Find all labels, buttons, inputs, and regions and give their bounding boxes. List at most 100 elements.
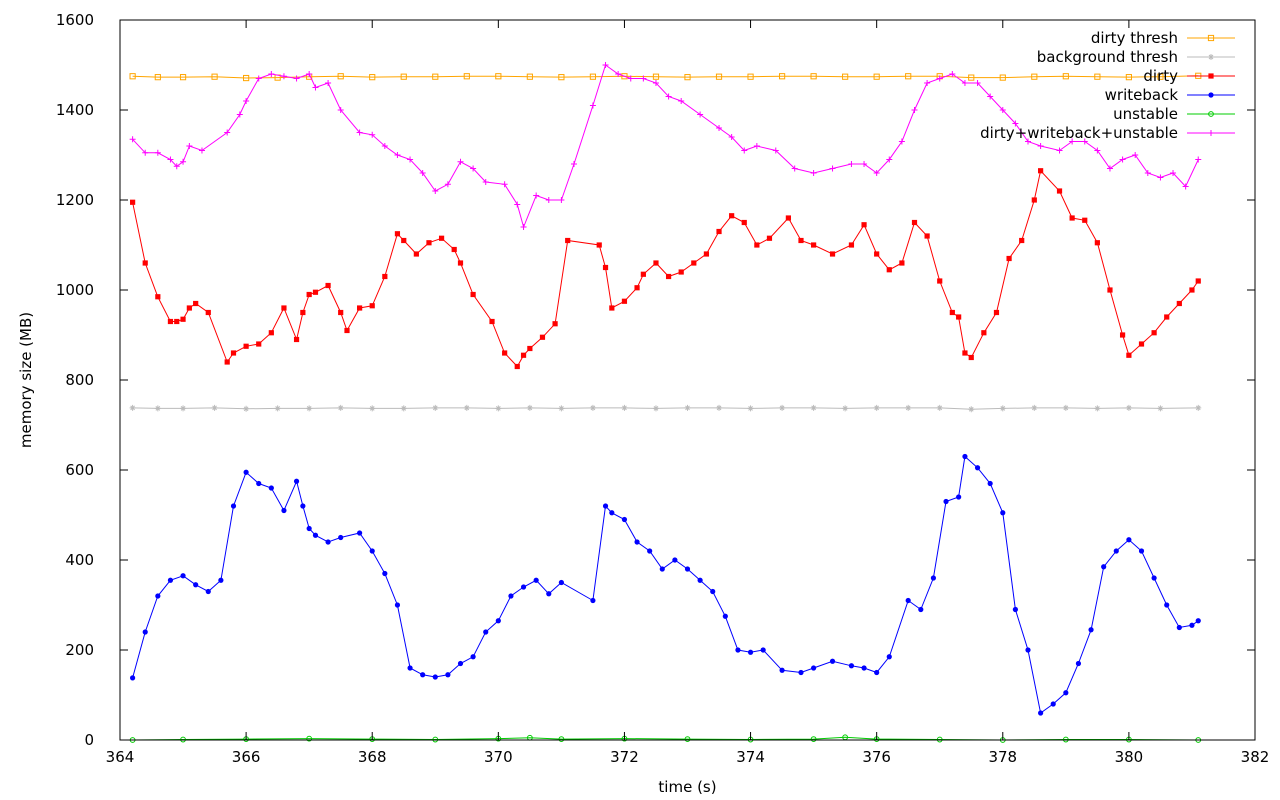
data-point	[1125, 74, 1132, 81]
data-point	[1101, 564, 1107, 570]
data-point	[1208, 73, 1214, 79]
data-point	[1050, 701, 1056, 707]
data-point	[1207, 34, 1215, 42]
data-point	[344, 327, 350, 334]
data-point	[558, 74, 565, 81]
data-point	[602, 264, 609, 271]
data-point	[1012, 606, 1018, 613]
y-axis-label: memory size (MB)	[17, 312, 35, 448]
data-point	[961, 80, 968, 86]
series-writeback	[130, 453, 1201, 716]
data-point	[230, 503, 237, 509]
x-tick-label: 368	[358, 748, 387, 766]
data-point	[256, 341, 262, 347]
data-point	[255, 75, 262, 82]
series-line	[132, 455, 1199, 714]
data-point	[205, 588, 211, 595]
data-point	[211, 404, 218, 411]
data-point	[596, 242, 602, 248]
data-point	[1176, 300, 1182, 307]
data-point	[539, 334, 546, 340]
data-point	[1081, 138, 1088, 145]
data-point	[1144, 170, 1151, 176]
data-point	[470, 291, 476, 298]
data-point	[1031, 73, 1038, 80]
data-point	[198, 147, 205, 154]
data-point	[281, 507, 287, 514]
y-tick-label: 600	[65, 461, 94, 479]
data-point	[741, 219, 747, 226]
data-point	[691, 260, 697, 266]
data-point	[1182, 183, 1189, 190]
legend-item: unstable	[1113, 105, 1235, 123]
data-point	[281, 305, 287, 311]
data-point	[798, 237, 804, 244]
data-point	[300, 309, 306, 316]
data-point	[338, 309, 344, 316]
data-point	[627, 75, 634, 82]
data-point	[401, 237, 407, 244]
data-point	[810, 170, 817, 176]
data-point	[886, 654, 892, 660]
data-point	[974, 80, 981, 86]
data-point	[1094, 240, 1100, 246]
data-point	[325, 539, 331, 545]
data-point	[778, 73, 786, 80]
data-point	[1062, 404, 1069, 411]
data-point	[873, 73, 880, 80]
data-point	[1069, 215, 1075, 221]
data-point	[558, 736, 565, 742]
data-point	[1063, 690, 1069, 696]
data-point	[218, 577, 224, 583]
data-point	[710, 588, 716, 595]
data-point	[325, 80, 332, 86]
data-point	[652, 73, 660, 80]
data-point	[621, 516, 628, 523]
data-point	[224, 359, 230, 365]
data-point	[962, 350, 968, 356]
data-point	[993, 309, 1000, 316]
data-point	[155, 593, 161, 599]
data-point	[495, 618, 501, 624]
series-line	[132, 407, 1199, 410]
data-point	[293, 336, 300, 343]
data-point	[463, 73, 470, 80]
x-tick-label: 364	[106, 748, 135, 766]
data-point	[1025, 138, 1031, 145]
y-tick-label: 200	[65, 641, 94, 659]
data-point	[268, 71, 275, 77]
data-point	[369, 303, 375, 309]
data-point	[760, 647, 766, 653]
data-point	[1082, 217, 1088, 223]
data-point	[589, 102, 596, 109]
data-point	[728, 134, 735, 140]
data-point	[898, 138, 905, 145]
data-point	[1056, 147, 1063, 154]
data-point	[533, 192, 540, 199]
data-point	[918, 606, 924, 613]
data-point	[962, 453, 968, 460]
data-point	[621, 73, 628, 80]
data-point	[785, 215, 791, 221]
data-point	[1012, 120, 1019, 127]
data-point	[180, 405, 187, 412]
data-point	[716, 404, 723, 411]
data-point	[842, 73, 849, 80]
data-point	[337, 404, 344, 411]
data-point	[1157, 73, 1164, 80]
data-point	[369, 74, 376, 81]
data-point	[861, 665, 867, 671]
data-point	[1164, 602, 1170, 608]
data-point	[1056, 188, 1063, 194]
data-point	[949, 71, 956, 77]
data-point	[394, 602, 401, 608]
series-background-thresh	[129, 404, 1202, 413]
data-point	[552, 321, 558, 327]
series-line	[132, 64, 1199, 229]
data-point	[1138, 548, 1145, 554]
data-point	[905, 597, 911, 604]
data-point	[899, 260, 905, 266]
data-point	[312, 532, 319, 538]
data-point	[905, 404, 912, 411]
data-point	[243, 98, 250, 104]
